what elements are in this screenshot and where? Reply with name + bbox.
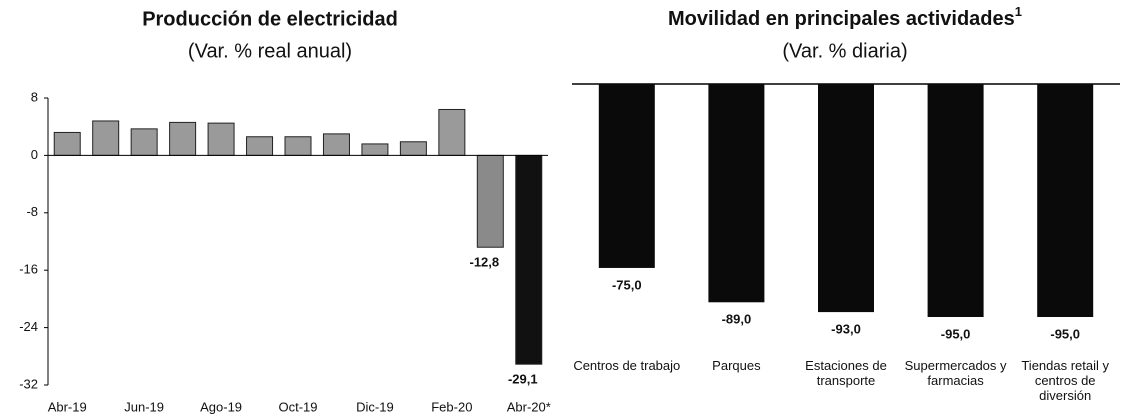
x-tick-label: Feb-20 — [431, 399, 472, 414]
bar — [53, 131, 81, 156]
x-tick-label: Estaciones de transporte — [805, 358, 887, 388]
chart-right: Movilidad en principales actividades1 (V… — [572, 4, 1120, 341]
bar — [708, 84, 765, 303]
x-tick-label: Abr-20* — [507, 399, 551, 414]
x-tick-label: Oct-19 — [278, 399, 317, 414]
y-tick-label: -16 — [19, 262, 38, 277]
bar — [399, 141, 427, 156]
x-tick-label: Tiendas retail y centros de diversión — [1021, 358, 1110, 403]
bar — [130, 128, 158, 156]
title-text: Movilidad en principales actividades — [668, 8, 1015, 30]
value-label: -29,1 — [508, 372, 538, 387]
bar — [818, 84, 874, 313]
chart-subtitle: (Var. % diaria) — [782, 40, 907, 62]
x-tick-label: Jun-19 — [124, 399, 164, 414]
y-tick-label: 0 — [31, 147, 38, 162]
bar — [361, 143, 389, 156]
x-tick-label: Abr-19 — [48, 399, 87, 414]
x-tick-label: Parques — [712, 358, 761, 373]
y-tick-label: -32 — [19, 376, 38, 391]
bar — [92, 120, 120, 156]
x-tick-label: Ago-19 — [200, 399, 242, 414]
x-tick-label: Supermercados y farmacias — [904, 358, 1007, 388]
bar — [284, 136, 312, 156]
value-label: -89,0 — [722, 312, 752, 327]
bar — [515, 154, 543, 365]
value-label: -12,8 — [469, 255, 499, 270]
bar — [476, 154, 504, 248]
y-tick-label: 8 — [31, 89, 38, 104]
x-tick-label: Centros de trabajo — [573, 358, 681, 373]
bar — [246, 136, 274, 156]
bar — [438, 108, 466, 156]
bar — [1037, 84, 1094, 317]
value-label: -75,0 — [612, 277, 642, 292]
value-label: -93,0 — [831, 322, 861, 337]
chart-title: Producción de electricidad — [142, 8, 398, 30]
bar — [598, 84, 655, 268]
bar — [322, 133, 350, 156]
chart-left: Producción de electricidad (Var. % real … — [19, 8, 551, 414]
bar — [927, 84, 984, 317]
x-tick-label: Dic-19 — [356, 399, 394, 414]
bar — [207, 122, 235, 156]
y-tick-label: -8 — [26, 204, 38, 219]
title-note: 1 — [1015, 4, 1022, 19]
y-tick-label: -24 — [19, 319, 38, 334]
chart-title: Movilidad en principales actividades1 — [668, 4, 1022, 30]
chart-subtitle: (Var. % real anual) — [188, 40, 352, 62]
value-label: -95,0 — [941, 326, 971, 341]
value-label: -95,0 — [1050, 326, 1080, 341]
bar — [169, 121, 197, 156]
